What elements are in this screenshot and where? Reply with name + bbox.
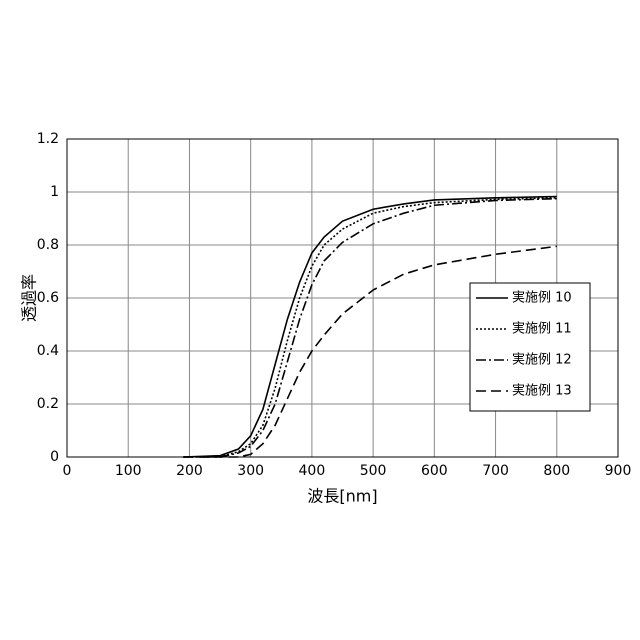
chart: 0 0.2 0.4 0.6 0.8 1 1.2 0 100 200 300 400 500 600 700 8… [0, 0, 640, 640]
legend-label: 実施例 12 [512, 352, 572, 368]
page: {"chart_data": {"type": "line", "xlabel"… [0, 0, 640, 640]
x-tick-label: 500 [360, 463, 387, 479]
x-axis-label: 波長[nm] [307, 487, 377, 506]
legend-label: 実施例 11 [512, 321, 572, 337]
y-tick-label: 0.6 [37, 290, 59, 306]
y-tick-label: 1.2 [37, 131, 59, 147]
x-tick-label: 200 [176, 463, 203, 479]
x-tick-label: 600 [421, 463, 448, 479]
x-tick-label: 100 [115, 463, 142, 479]
legend-label: 実施例 13 [512, 383, 572, 399]
x-tick-label: 0 [63, 463, 72, 479]
x-tick-label: 800 [543, 463, 570, 479]
x-tick-label: 400 [299, 463, 326, 479]
y-tick-label: 1 [50, 184, 59, 200]
y-axis-label: 透過率 [20, 274, 39, 322]
y-tick-label: 0.4 [37, 343, 59, 359]
x-tick-label: 300 [237, 463, 264, 479]
x-tick-label: 900 [605, 463, 632, 479]
y-tick-label: 0.8 [37, 237, 59, 253]
x-tick-label: 700 [482, 463, 509, 479]
legend-label: 実施例 10 [512, 290, 572, 306]
y-tick-label: 0.2 [37, 396, 59, 412]
y-tick-label: 0 [50, 449, 59, 465]
